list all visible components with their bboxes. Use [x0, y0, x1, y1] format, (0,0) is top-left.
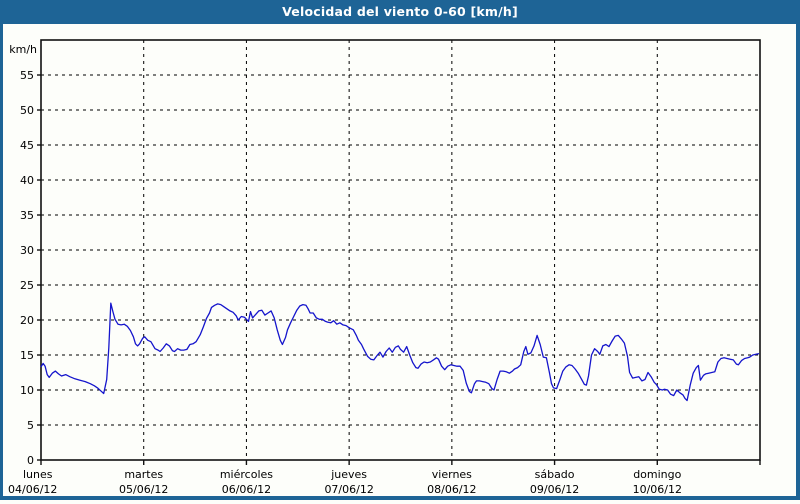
horizontal-gridlines — [41, 74, 760, 426]
y-tick-label: 50 — [20, 104, 34, 117]
day-name-label: martes — [124, 468, 163, 481]
y-tick-label: 20 — [20, 314, 34, 327]
day-name-label: lunes — [23, 468, 53, 481]
y-axis: 0 5 10 15 20 25 30 35 40 45 50 55 — [20, 69, 41, 467]
x-axis-labels: lunes 04/06/12 martes 05/06/12 miércoles 06/0… — [8, 468, 682, 496]
window-title: Velocidad del viento 0-60 [km/h] — [282, 4, 518, 19]
y-tick-label: 15 — [20, 349, 34, 362]
day-name-label: viernes — [432, 468, 472, 481]
y-tick-label: 5 — [27, 419, 34, 432]
vertical-gridlines — [143, 40, 658, 460]
window-title-bar: Velocidad del viento 0-60 [km/h] — [0, 0, 800, 24]
day-name-label: domingo — [633, 468, 681, 481]
day-date-label: 08/06/12 — [427, 483, 476, 496]
day-date-label: 09/06/12 — [530, 483, 579, 496]
y-tick-label: 55 — [20, 69, 34, 82]
y-tick-label: 30 — [20, 244, 34, 257]
x-axis — [40, 460, 761, 465]
y-tick-label: 35 — [20, 209, 34, 222]
y-tick-label: 40 — [20, 174, 34, 187]
y-tick-label: 0 — [27, 454, 34, 467]
day-date-label: 07/06/12 — [324, 483, 373, 496]
y-tick-label: 45 — [20, 139, 34, 152]
day-date-label: 04/06/12 — [8, 483, 57, 496]
y-axis-unit-label: km/h — [9, 43, 37, 56]
day-name-label: jueves — [330, 468, 367, 481]
day-date-label: 06/06/12 — [222, 483, 271, 496]
day-date-label: 05/06/12 — [119, 483, 168, 496]
y-tick-label: 25 — [20, 279, 34, 292]
y-tick-label: 10 — [20, 384, 34, 397]
day-name-label: miércoles — [220, 468, 273, 481]
day-date-label: 10/06/12 — [633, 483, 682, 496]
day-name-label: sábado — [535, 468, 575, 481]
wind-speed-line — [40, 302, 760, 402]
